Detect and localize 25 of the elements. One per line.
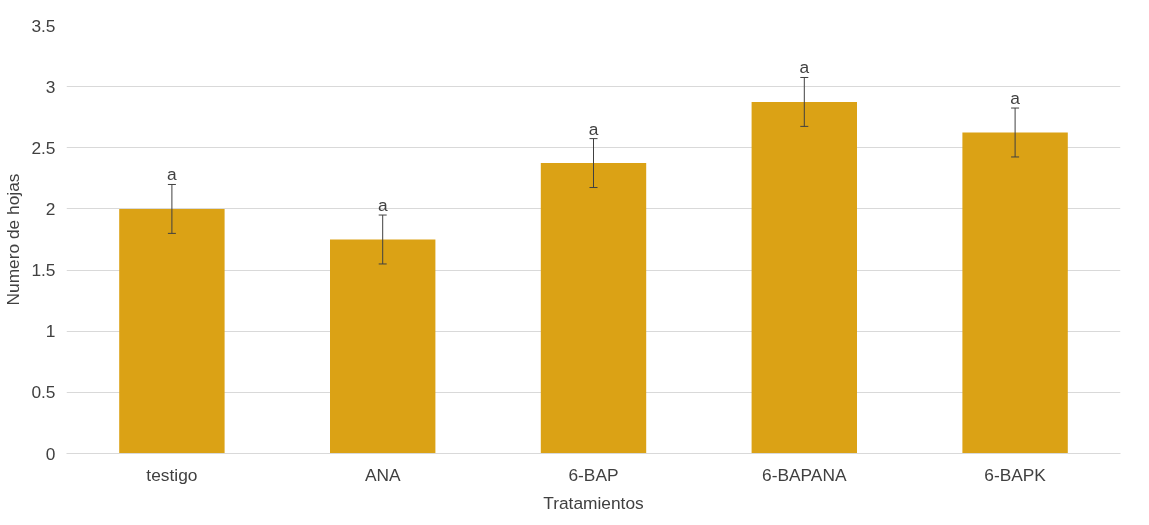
y-axis-title: Numero de hojas [3,173,24,306]
annotation: a [377,195,388,216]
y-tick-label: 1.5 [31,260,56,281]
bar [540,163,647,454]
x-tick-label: 6-BAPANA [762,464,847,485]
x-tick-label: 6-BAP [568,464,619,485]
bar [330,239,436,454]
y-tick-label: 3.5 [31,15,56,36]
y-tick-label: 0 [45,443,56,464]
y-tick-label: 3 [45,76,56,97]
bar [119,208,225,454]
annotation: a [588,118,599,139]
x-tick-label: 6-BAPK [984,464,1047,485]
y-tick-label: 2.5 [31,137,56,158]
y-tick-label: 0.5 [31,382,56,403]
x-axis-title: Tratamientos [543,492,645,513]
annotation: a [799,57,810,78]
y-tick-label: 2 [45,198,56,219]
annotation: a [1010,88,1021,109]
x-tick-label: ANA [364,464,401,485]
x-tick-label: testigo [146,464,198,485]
annotation: a [167,164,178,185]
y-tick-label: 1 [45,321,56,342]
bar [751,101,857,454]
bar [962,132,1068,454]
